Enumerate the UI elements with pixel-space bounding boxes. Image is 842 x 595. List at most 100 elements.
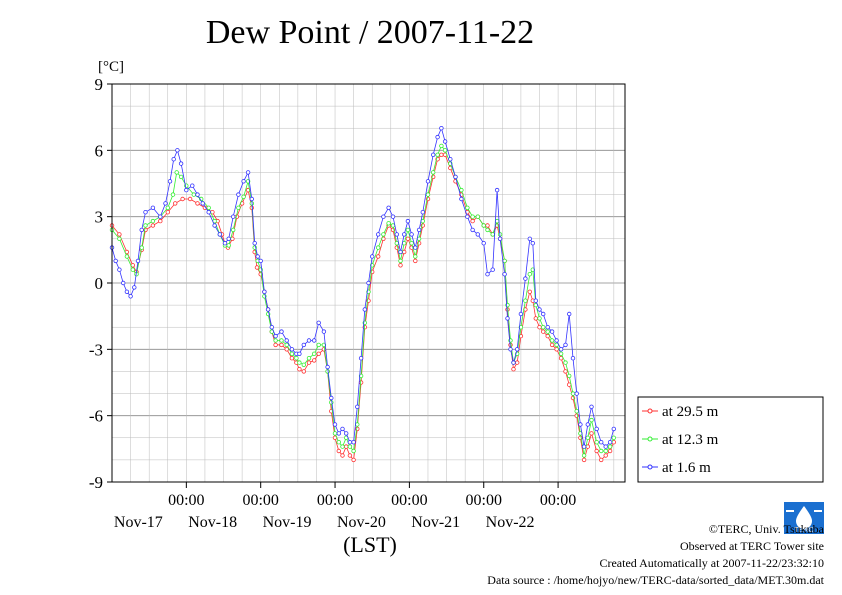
data-point — [386, 205, 391, 210]
data-point — [130, 267, 135, 272]
footer-created: Created Automatically at 2007-11-22/23:3… — [599, 556, 824, 570]
legend-label: at 29.5 m — [662, 404, 719, 420]
y-tick-label: -6 — [89, 407, 103, 426]
data-point — [523, 276, 528, 281]
data-point — [558, 351, 564, 356]
data-point — [163, 201, 168, 206]
data-point — [589, 431, 594, 436]
data-point — [132, 285, 137, 290]
chart-title: Dew Point / 2007-11-22 — [205, 14, 535, 51]
data-point — [611, 426, 616, 432]
data-point — [289, 347, 295, 352]
legend-swatch-marker — [647, 464, 653, 470]
data-point — [332, 431, 338, 436]
data-point — [289, 351, 295, 356]
data-point — [191, 192, 196, 197]
data-point — [523, 298, 528, 303]
data-point — [420, 209, 425, 215]
legend-swatch-marker — [647, 408, 653, 414]
data-point — [508, 347, 513, 352]
data-point — [150, 205, 156, 210]
data-point — [340, 444, 345, 449]
x-tick-time-label: 00:00 — [317, 492, 353, 509]
x-tick-date-label: Nov-22 — [486, 514, 535, 531]
data-point — [453, 174, 458, 180]
data-point — [439, 125, 444, 131]
footer-copyright: ©TERC, Univ. Tsukuba — [708, 522, 824, 536]
data-point — [351, 448, 356, 454]
data-point — [567, 311, 572, 317]
data-point — [158, 214, 163, 219]
x-tick-time-label: 00:00 — [391, 492, 427, 509]
data-point — [347, 453, 353, 458]
data-point — [284, 347, 289, 352]
data-point — [511, 367, 516, 372]
data-point — [172, 201, 178, 206]
y-tick-label: 6 — [95, 141, 104, 160]
data-point — [570, 391, 576, 396]
data-point — [537, 325, 542, 330]
data-point — [269, 325, 274, 330]
data-point — [459, 187, 464, 193]
data-point — [252, 240, 257, 246]
data-point — [470, 227, 475, 233]
data-point — [117, 236, 122, 241]
data-point — [545, 325, 550, 330]
data-point — [405, 218, 411, 224]
data-point — [344, 431, 349, 436]
data-point — [255, 254, 260, 259]
data-point — [585, 422, 590, 427]
data-point — [390, 214, 396, 219]
data-point — [301, 369, 306, 374]
data-point — [594, 448, 599, 454]
series-line — [111, 126, 615, 448]
data-point — [563, 369, 568, 374]
data-point — [485, 223, 490, 228]
data-point — [581, 457, 587, 463]
data-point — [409, 232, 414, 237]
data-point — [490, 232, 495, 237]
data-point — [279, 329, 284, 334]
data-point — [297, 367, 302, 372]
data-point — [217, 232, 222, 237]
data-point — [332, 422, 338, 427]
data-point — [554, 338, 559, 343]
data-point — [284, 342, 289, 348]
data-point — [284, 338, 289, 343]
data-point — [381, 214, 386, 219]
data-point — [312, 358, 317, 363]
data-point — [570, 356, 576, 361]
data-point — [416, 227, 422, 233]
series-layer — [109, 125, 616, 463]
data-point — [128, 294, 133, 299]
data-point — [222, 240, 228, 246]
data-point — [541, 329, 546, 334]
data-point — [405, 227, 411, 233]
data-point — [442, 148, 448, 153]
data-point — [442, 139, 448, 144]
series-line — [111, 145, 615, 456]
data-point — [245, 170, 251, 175]
data-point — [226, 236, 231, 241]
data-point — [549, 329, 555, 334]
data-point — [394, 232, 399, 237]
data-point — [265, 307, 271, 312]
data-point — [527, 272, 532, 277]
data-point — [124, 289, 130, 294]
data-point — [485, 272, 490, 277]
x-tick-time-label: 00:00 — [540, 492, 576, 509]
data-point — [448, 156, 453, 162]
data-point — [398, 249, 403, 255]
data-point — [603, 453, 608, 458]
data-point — [537, 316, 542, 321]
logo-text: TERC — [794, 527, 813, 534]
data-point — [413, 258, 418, 264]
data-point — [475, 214, 480, 219]
data-point — [530, 240, 535, 246]
y-axis-label: [°C] — [98, 59, 124, 75]
data-point — [515, 347, 520, 352]
data-point — [502, 272, 507, 277]
data-point — [405, 236, 411, 241]
data-point — [599, 457, 604, 463]
y-tick-label: -3 — [89, 340, 103, 359]
